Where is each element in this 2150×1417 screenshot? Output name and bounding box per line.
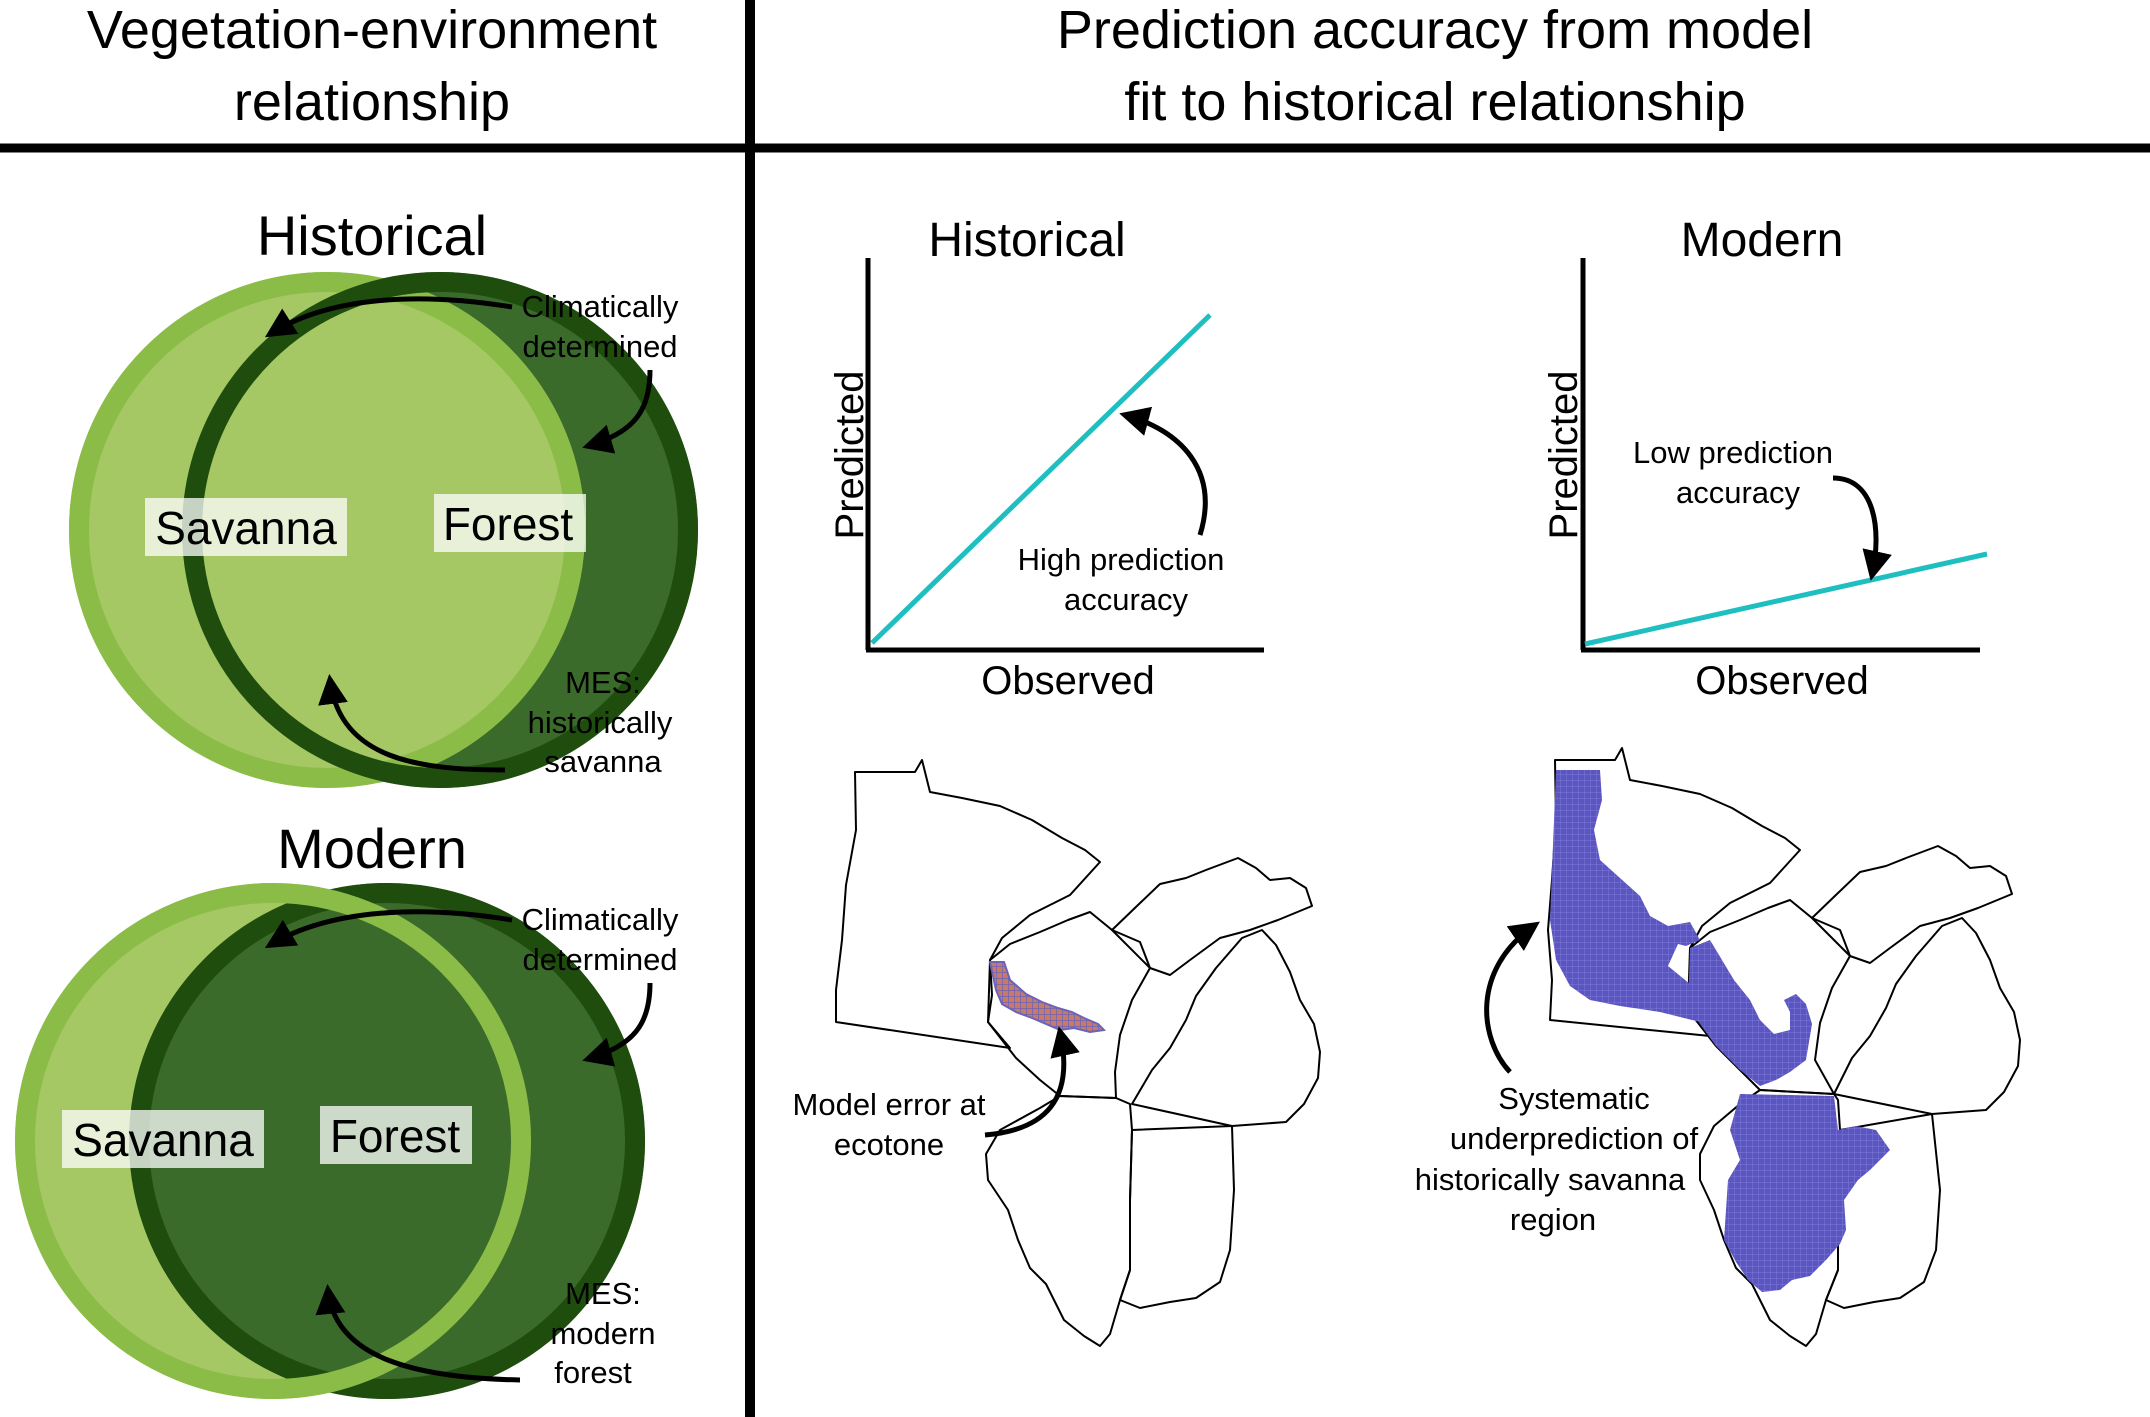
historical-mes-line1: MES: [565, 665, 641, 700]
plot-modern-anno-arrow [1832, 475, 1892, 581]
left-header-line2: relationship [234, 72, 510, 132]
plot-modern: Modern Predicted Observed Low prediction… [1542, 214, 1988, 703]
plot-historical-xlabel: Observed [981, 659, 1154, 703]
historical-mes-line3: savanna [544, 744, 662, 779]
modern-mes-line1: MES: [565, 1276, 641, 1311]
plot-modern-title: Modern [1681, 214, 1844, 267]
modern-climatic-line2: determined [522, 942, 677, 977]
historical-mes-arrow [318, 674, 506, 773]
plot-historical: Historical Predicted Observed High predi… [828, 214, 1264, 703]
map-modern-underprediction-wi [1688, 940, 1812, 1086]
plot-modern-anno-line2: accuracy [1676, 475, 1801, 510]
map-modern-underprediction-il [1724, 1094, 1890, 1292]
historical-climatic-line2: determined [522, 329, 677, 364]
venn-historical-forest-label: Forest [443, 498, 574, 550]
modern-climatic-arrow-left [264, 909, 513, 949]
historical-climatic-arrow-left [264, 296, 513, 338]
map-modern-underprediction-mn [1550, 770, 1716, 1022]
map-modern-anno-line4: region [1510, 1202, 1596, 1237]
map-modern-anno-line1: Systematic [1498, 1081, 1650, 1116]
venn-historical-savanna-label: Savanna [155, 502, 337, 554]
map-historical: Model error at ecotone [793, 759, 1321, 1347]
plot-historical-fit-line [870, 313, 1212, 645]
historical-climatic-arrow-right [582, 369, 653, 454]
historical-mes-line2: historically [528, 705, 673, 740]
venn-modern-savanna-label: Savanna [72, 1114, 254, 1166]
map-modern: Systematic underprediction of historical… [1415, 747, 2021, 1347]
map-historical-anno-line1: Model error at [793, 1087, 986, 1122]
modern-climatic-arrow-right [582, 982, 653, 1067]
plot-modern-xlabel: Observed [1695, 659, 1868, 703]
modern-mes-arrow [315, 1284, 521, 1383]
venn-modern-forest-label: Forest [330, 1110, 461, 1162]
modern-climatic-line1: Climatically [522, 902, 679, 937]
venn-modern-title: Modern [277, 817, 467, 880]
venn-modern: Modern Savanna Forest Climatically deter… [15, 817, 679, 1399]
plot-modern-anno-line1: Low prediction [1633, 435, 1833, 470]
plot-historical-anno-arrow [1119, 406, 1208, 536]
map-modern-anno-line3: historically savanna [1415, 1162, 1686, 1197]
right-header-line2: fit to historical relationship [1124, 72, 1745, 132]
left-header-line1: Vegetation-environment [87, 0, 657, 60]
modern-mes-line2: modern [550, 1316, 655, 1351]
right-header-line1: Prediction accuracy from model [1057, 0, 1813, 60]
map-historical-error-band [988, 961, 1107, 1034]
map-modern-anno-arrow [1484, 921, 1540, 1074]
plot-historical-anno-line1: High prediction [1018, 542, 1225, 577]
map-modern-anno-line2: underprediction of [1450, 1121, 1699, 1156]
plot-historical-anno-line2: accuracy [1064, 582, 1189, 617]
plot-modern-ylabel: Predicted [1542, 371, 1586, 540]
plot-historical-ylabel: Predicted [828, 371, 872, 540]
modern-mes-line3: forest [554, 1355, 632, 1390]
plot-historical-title: Historical [928, 214, 1125, 267]
plot-modern-fit-line [1584, 551, 1988, 647]
venn-modern-savanna-circle [15, 883, 531, 1399]
venn-historical-title: Historical [257, 204, 487, 267]
map-historical-anno-arrow [984, 1026, 1080, 1138]
map-historical-anno-line2: ecotone [834, 1127, 944, 1162]
historical-climatic-line1: Climatically [522, 289, 679, 324]
venn-historical: Historical Savanna Forest Climatically d… [69, 204, 698, 788]
